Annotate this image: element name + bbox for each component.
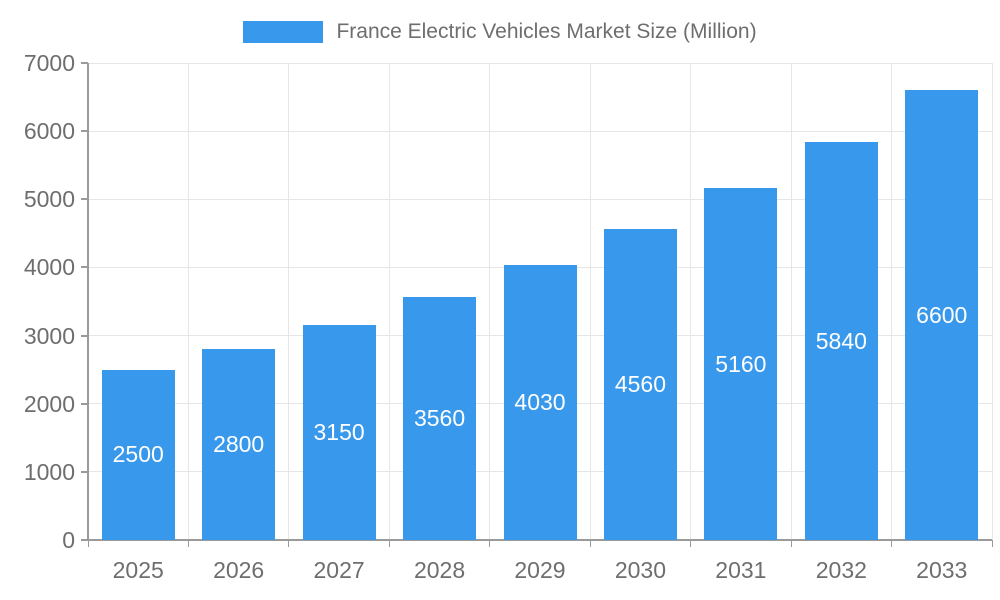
x-axis-tick [991,540,993,547]
y-tick-label: 5000 [23,186,75,213]
bar-value-label: 2500 [112,441,164,468]
bar-value-label: 5840 [815,327,867,354]
x-axis-tick [891,540,893,547]
x-tick-label: 2028 [413,557,466,583]
gridline-horizontal [88,198,992,200]
x-axis-tick [388,540,390,547]
y-axis-tick [81,470,88,473]
x-axis-tick [589,540,591,547]
x-tick-label: 2025 [112,557,164,583]
y-tick-label: 0 [62,527,75,553]
bar[interactable]: 3560 [403,297,477,540]
gridline-vertical [991,63,993,540]
bar[interactable]: 6600 [905,90,979,540]
bar[interactable]: 5840 [804,142,878,540]
bar[interactable]: 2800 [202,349,276,540]
x-tick-label: 2032 [815,557,867,583]
y-tick-label: 4000 [23,254,75,281]
bar[interactable]: 4030 [503,265,577,540]
chart-legend[interactable]: France Electric Vehicles Market Size (Mi… [0,14,1000,50]
x-tick-label: 2027 [313,557,365,583]
gridline-vertical [690,63,692,540]
x-axis-tick [187,540,189,547]
x-axis-tick [489,540,491,547]
bar-value-label: 3560 [413,405,466,432]
legend-label: France Electric Vehicles Market Size (Mi… [336,20,757,43]
x-tick-label: 2030 [614,557,667,583]
gridline-vertical [589,63,591,540]
x-axis-line [88,539,992,541]
x-axis-tick [790,540,792,547]
bar-value-label: 4560 [614,371,667,398]
x-axis-tick [87,540,89,547]
y-tick-label: 1000 [23,458,75,485]
bar-value-label: 3150 [313,419,365,446]
x-axis-tick [690,540,692,547]
gridline-vertical [187,63,189,540]
gridline-horizontal [88,62,992,64]
gridline-vertical [790,63,792,540]
y-tick-label: 2000 [23,390,75,417]
gridline-horizontal [88,130,992,132]
gridline-vertical [489,63,491,540]
bar-value-label: 4030 [514,389,566,416]
x-tick-label: 2033 [916,557,968,583]
y-axis-line [87,63,89,540]
gridline-vertical [288,63,290,540]
x-tick-label: 2029 [514,557,566,583]
bar-value-label: 5160 [715,350,767,377]
y-axis-tick [81,334,88,337]
y-axis-tick [81,402,88,405]
y-axis-tick [81,62,88,64]
legend-swatch [243,21,324,43]
bar-value-label: 2800 [213,431,265,458]
y-tick-label: 6000 [23,118,75,145]
bar[interactable]: 3150 [302,325,376,540]
x-tick-label: 2031 [715,557,767,583]
y-axis-tick [81,539,88,541]
gridline-vertical [388,63,390,540]
y-axis-tick [81,130,88,133]
bar[interactable]: 4560 [603,229,677,540]
bar[interactable]: 5160 [704,188,778,540]
bar[interactable]: 2500 [101,369,175,540]
y-tick-label: 3000 [23,322,75,349]
y-axis-tick [81,266,88,269]
y-tick-label: 7000 [23,50,75,76]
x-axis-tick [288,540,290,547]
y-axis-tick [81,198,88,201]
gridline-vertical [891,63,893,540]
x-tick-label: 2026 [213,557,265,583]
bar-value-label: 6600 [916,301,968,328]
